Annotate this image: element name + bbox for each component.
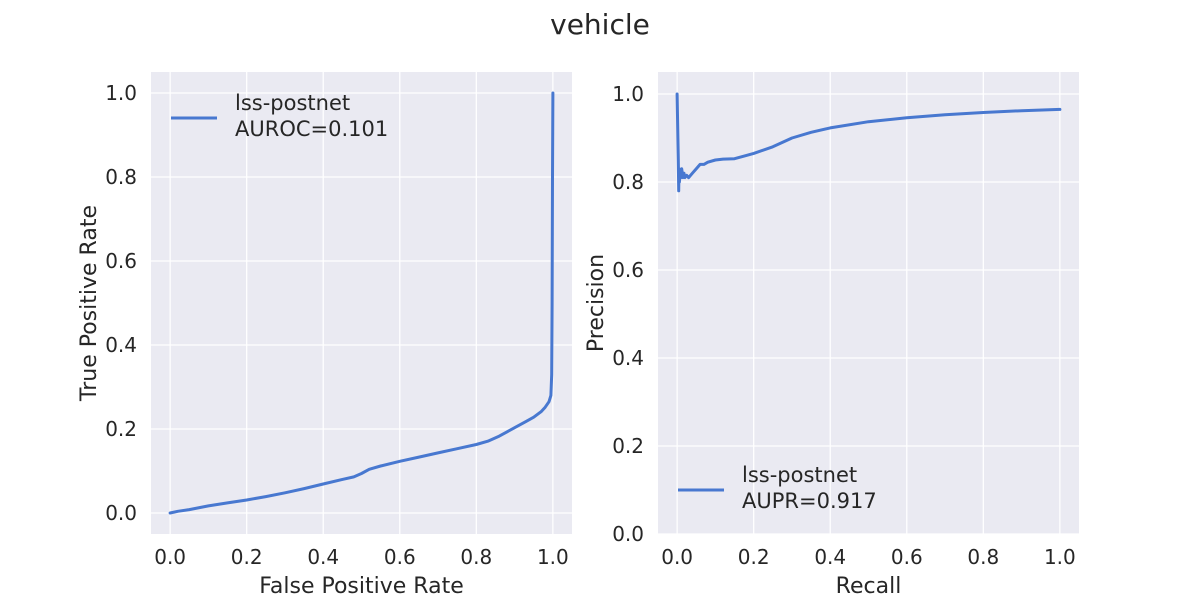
x-tick-label: 0.2 [738, 545, 770, 569]
x-tick-label: 0.8 [460, 545, 492, 569]
y-tick-label: 1.0 [612, 82, 644, 106]
x-axis-label: Recall [836, 574, 902, 599]
x-tick-label: 0.2 [231, 545, 263, 569]
y-tick-label: 0.0 [612, 522, 644, 546]
x-tick-label: 1.0 [1044, 545, 1076, 569]
x-tick-label: 0.4 [814, 545, 846, 569]
y-axis-label: Precision [584, 254, 609, 352]
legend-label: lss-postnet [742, 463, 857, 487]
y-tick-label: 1.0 [105, 81, 137, 105]
x-tick-label: 0.4 [307, 545, 339, 569]
x-tick-label: 0.8 [967, 545, 999, 569]
legend-label: AUROC=0.101 [235, 117, 388, 141]
y-tick-label: 0.0 [105, 501, 137, 525]
gridlines [658, 72, 1079, 535]
y-tick-label: 0.2 [612, 434, 644, 458]
plot-area [658, 72, 1079, 534]
x-axis-label: False Positive Rate [259, 574, 463, 599]
y-tick-label: 0.8 [612, 170, 644, 194]
figure-title: vehicle [550, 8, 650, 41]
series-line [168, 91, 555, 515]
plot-area [151, 72, 572, 534]
y-tick-label: 0.6 [105, 249, 137, 273]
y-tick-label: 0.4 [105, 333, 137, 357]
legend-label: lss-postnet [235, 91, 350, 115]
series-line [675, 92, 1062, 193]
x-tick-label: 1.0 [537, 545, 569, 569]
x-tick-label: 0.0 [154, 545, 186, 569]
y-tick-label: 0.6 [612, 258, 644, 282]
legend-label: AUPR=0.917 [742, 489, 877, 513]
x-tick-label: 0.6 [891, 545, 923, 569]
y-tick-label: 0.8 [105, 165, 137, 189]
roc-panel: 0.0 0.2 0.4 0.6 0.8 1.0 0.0 0.2 0.4 0.6 0.8 1.0 Fals… [77, 72, 572, 599]
x-tick-label: 0.6 [384, 545, 416, 569]
y-tick-label: 0.2 [105, 417, 137, 441]
y-axis-label: True Positive Rate [77, 205, 102, 402]
x-tick-label: 0.0 [661, 545, 693, 569]
y-tick-label: 0.4 [612, 346, 644, 370]
pr-panel: 0.0 0.2 0.4 0.6 0.8 1.0 0.0 0.2 0.4 0.6 0.8 1.0 Reca… [584, 72, 1079, 599]
